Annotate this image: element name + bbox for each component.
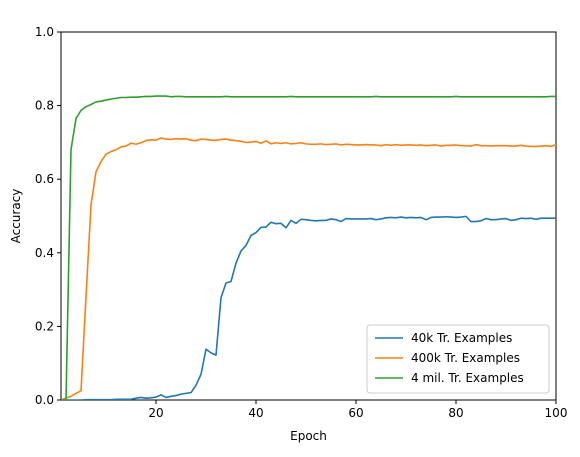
- series-line-2: [61, 137, 556, 400]
- y-tick-label: 0.6: [35, 172, 54, 186]
- y-tick-label: 0.0: [35, 393, 54, 407]
- y-tick-label: 0.4: [35, 246, 54, 260]
- series-line-3: [61, 95, 556, 400]
- series-group: [61, 95, 556, 400]
- legend-label: 400k Tr. Examples: [411, 351, 520, 365]
- plot-area: [60, 31, 557, 401]
- x-tick-label: 100: [545, 406, 568, 420]
- x-axis-label: Epoch: [290, 429, 327, 443]
- x-tick-label: 60: [348, 406, 363, 420]
- legend-box: [366, 324, 550, 394]
- y-axis: 0.0 0.2 0.4 0.6 0.8 1.0: [35, 25, 61, 407]
- legend-label: 4 mil. Tr. Examples: [411, 371, 524, 385]
- x-axis: 20 40 60 80 100: [148, 400, 567, 420]
- y-tick-label: 0.8: [35, 99, 54, 113]
- x-tick-label: 80: [448, 406, 463, 420]
- x-tick-label: 40: [248, 406, 263, 420]
- legend-label: 40k Tr. Examples: [411, 331, 512, 345]
- legend: 40k Tr. Examples 400k Tr. Examples 4 mil. …: [366, 324, 550, 394]
- x-tick-label: 20: [148, 406, 163, 420]
- series-line-1: [61, 215, 556, 400]
- y-tick-label: 1.0: [35, 25, 54, 39]
- y-axis-label: Accuracy: [9, 189, 23, 244]
- y-tick-label: 0.2: [35, 319, 54, 333]
